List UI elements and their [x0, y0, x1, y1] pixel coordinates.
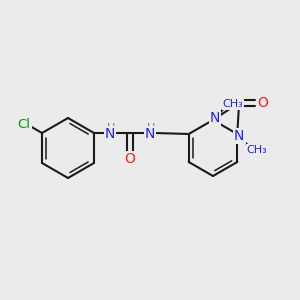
Text: O: O: [258, 96, 268, 110]
Text: N: N: [145, 127, 155, 141]
Text: N: N: [210, 111, 220, 125]
Text: H: H: [147, 123, 155, 133]
Text: N: N: [234, 129, 244, 143]
Text: CH₃: CH₃: [223, 99, 243, 109]
Text: CH₃: CH₃: [247, 145, 268, 155]
Text: Cl: Cl: [17, 118, 31, 131]
Text: N: N: [105, 127, 115, 141]
Text: H: H: [107, 123, 115, 133]
Text: O: O: [124, 152, 135, 166]
